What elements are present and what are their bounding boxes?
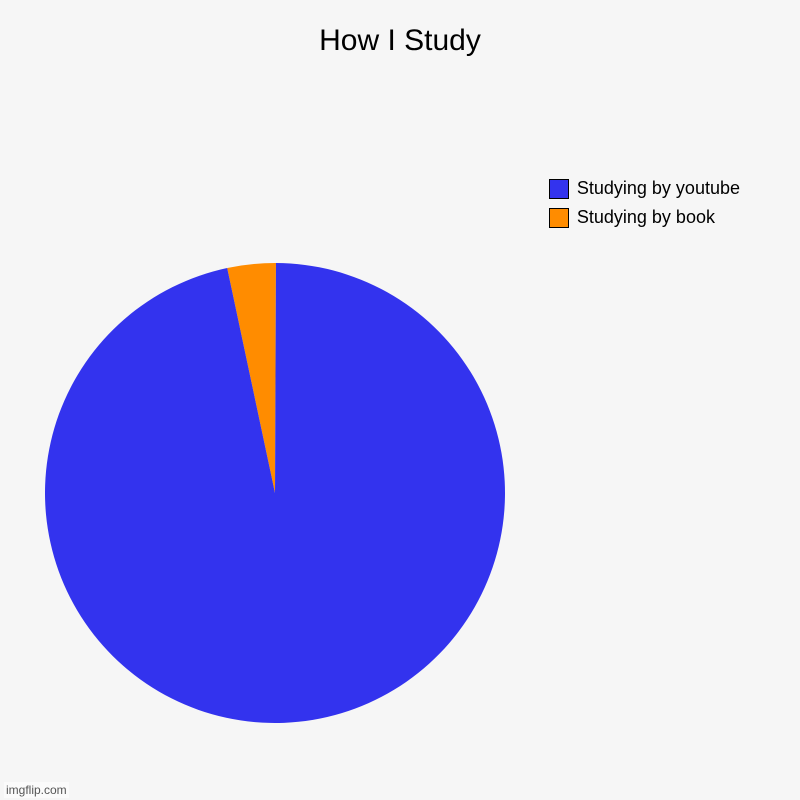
legend-swatch — [549, 208, 569, 228]
legend-label: Studying by book — [577, 207, 715, 228]
watermark: imgflip.com — [4, 782, 69, 798]
legend-label: Studying by youtube — [577, 178, 740, 199]
legend-item: Studying by book — [549, 207, 740, 228]
legend: Studying by youtube Studying by book — [549, 178, 740, 228]
pie-chart — [45, 263, 505, 723]
legend-swatch — [549, 179, 569, 199]
chart-title: How I Study — [0, 24, 800, 58]
legend-item: Studying by youtube — [549, 178, 740, 199]
